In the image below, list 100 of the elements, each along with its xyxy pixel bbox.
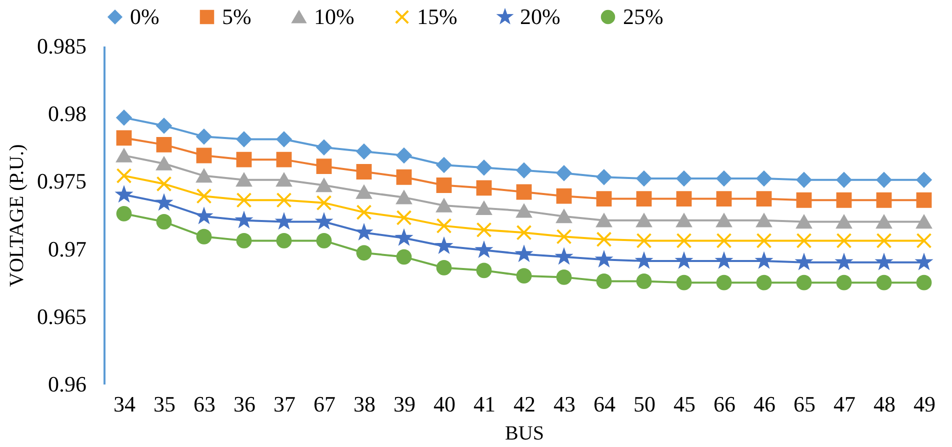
point xyxy=(676,253,692,268)
point xyxy=(596,214,612,228)
point xyxy=(116,110,132,126)
point xyxy=(876,274,892,290)
legend-label: 5% xyxy=(222,4,252,29)
point xyxy=(396,230,412,244)
point xyxy=(756,214,772,228)
point xyxy=(556,210,572,224)
point xyxy=(276,132,292,147)
point xyxy=(476,201,492,216)
point xyxy=(116,168,132,184)
point xyxy=(876,192,892,208)
point xyxy=(396,169,412,185)
x-tick-label: 41 xyxy=(474,392,496,416)
point xyxy=(156,214,172,230)
point xyxy=(276,152,292,168)
point xyxy=(196,188,212,204)
point xyxy=(396,190,412,204)
point xyxy=(356,164,372,180)
point xyxy=(396,249,412,265)
point xyxy=(596,191,612,206)
x-axis-title: BUS xyxy=(505,422,544,444)
x-tick-label: 66 xyxy=(714,392,736,416)
point xyxy=(836,214,852,229)
point xyxy=(356,204,372,220)
point xyxy=(396,148,412,164)
point xyxy=(516,162,532,178)
point xyxy=(156,176,172,192)
point xyxy=(796,274,812,290)
point xyxy=(196,148,212,164)
point xyxy=(636,253,652,268)
point xyxy=(516,184,532,200)
point xyxy=(476,180,492,196)
point xyxy=(356,144,372,160)
x-tick-label: 40 xyxy=(434,392,456,416)
point xyxy=(116,148,132,162)
point xyxy=(676,232,692,248)
point xyxy=(596,232,612,248)
point xyxy=(316,232,332,248)
point xyxy=(196,168,212,183)
point xyxy=(476,160,492,176)
point xyxy=(116,130,132,146)
y-tick-label: 0.97 xyxy=(48,236,86,262)
point xyxy=(876,232,892,248)
point xyxy=(236,132,252,147)
point xyxy=(796,172,812,188)
point xyxy=(236,192,252,208)
point xyxy=(236,173,252,187)
point xyxy=(716,191,732,206)
point xyxy=(716,232,732,248)
point xyxy=(916,214,932,229)
point xyxy=(316,158,332,174)
point xyxy=(836,172,852,188)
point xyxy=(436,238,452,253)
point xyxy=(836,254,852,269)
point xyxy=(556,228,572,244)
x-tick-label: 36 xyxy=(234,392,256,416)
point xyxy=(516,224,532,240)
point xyxy=(756,274,772,290)
point xyxy=(916,172,932,188)
point xyxy=(756,232,772,248)
point xyxy=(596,252,612,266)
point xyxy=(636,170,652,186)
x-tick-label: 67 xyxy=(314,392,336,416)
legend-label: 25% xyxy=(623,4,664,29)
point xyxy=(596,169,612,185)
point xyxy=(836,192,852,208)
point xyxy=(636,214,652,228)
point xyxy=(156,156,172,170)
point xyxy=(276,214,292,228)
point xyxy=(716,253,732,268)
point xyxy=(676,191,692,206)
point xyxy=(556,249,572,264)
point xyxy=(876,214,892,229)
x-tick-label: 38 xyxy=(354,392,376,416)
x-tick-label: 48 xyxy=(874,392,896,416)
point xyxy=(916,192,932,208)
legend-label: 0% xyxy=(130,4,160,29)
point xyxy=(876,254,892,269)
point xyxy=(276,173,292,187)
y-axis-title: VOLTAGE (P.U.) xyxy=(6,144,28,287)
point xyxy=(796,192,812,208)
legend-label: 10% xyxy=(314,4,354,29)
point xyxy=(436,260,452,276)
point xyxy=(316,178,332,192)
point xyxy=(556,188,572,204)
point xyxy=(756,191,772,206)
point xyxy=(876,172,892,188)
x-tick-label: 39 xyxy=(394,392,416,416)
y-tick-label: 0.985 xyxy=(37,34,86,58)
point xyxy=(236,212,252,227)
point xyxy=(836,232,852,248)
point xyxy=(836,274,852,290)
x-tick-label: 42 xyxy=(514,392,536,416)
point xyxy=(476,222,492,238)
x-tick-label: 43 xyxy=(554,392,576,416)
point xyxy=(436,218,452,234)
point xyxy=(596,274,612,289)
point xyxy=(316,140,332,156)
point xyxy=(516,204,532,218)
